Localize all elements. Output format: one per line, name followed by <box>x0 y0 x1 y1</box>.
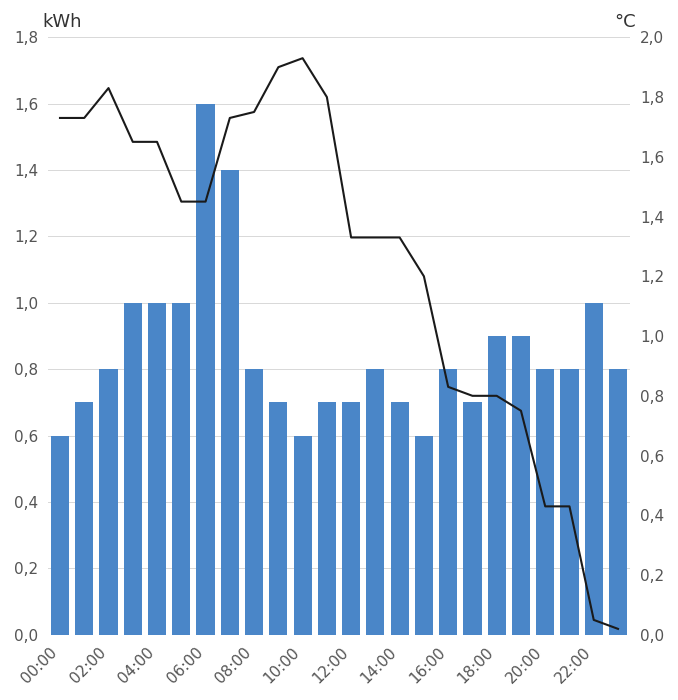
Bar <box>487 336 506 635</box>
Bar <box>221 170 239 635</box>
Bar <box>318 402 336 635</box>
Bar <box>245 370 263 635</box>
Bar <box>512 336 530 635</box>
Bar <box>536 370 555 635</box>
Bar <box>294 435 312 635</box>
Bar <box>463 402 481 635</box>
Bar <box>561 370 578 635</box>
Bar <box>172 303 191 635</box>
Bar <box>366 370 384 635</box>
Text: kWh: kWh <box>42 13 81 32</box>
Bar <box>51 435 69 635</box>
Text: °C: °C <box>614 13 636 32</box>
Bar <box>75 402 94 635</box>
Bar <box>148 303 166 635</box>
Bar <box>391 402 409 635</box>
Bar <box>197 104 215 635</box>
Bar <box>609 370 627 635</box>
Bar <box>123 303 142 635</box>
Bar <box>342 402 360 635</box>
Bar <box>439 370 457 635</box>
Bar <box>584 303 603 635</box>
Bar <box>269 402 287 635</box>
Bar <box>415 435 433 635</box>
Bar <box>100 370 117 635</box>
